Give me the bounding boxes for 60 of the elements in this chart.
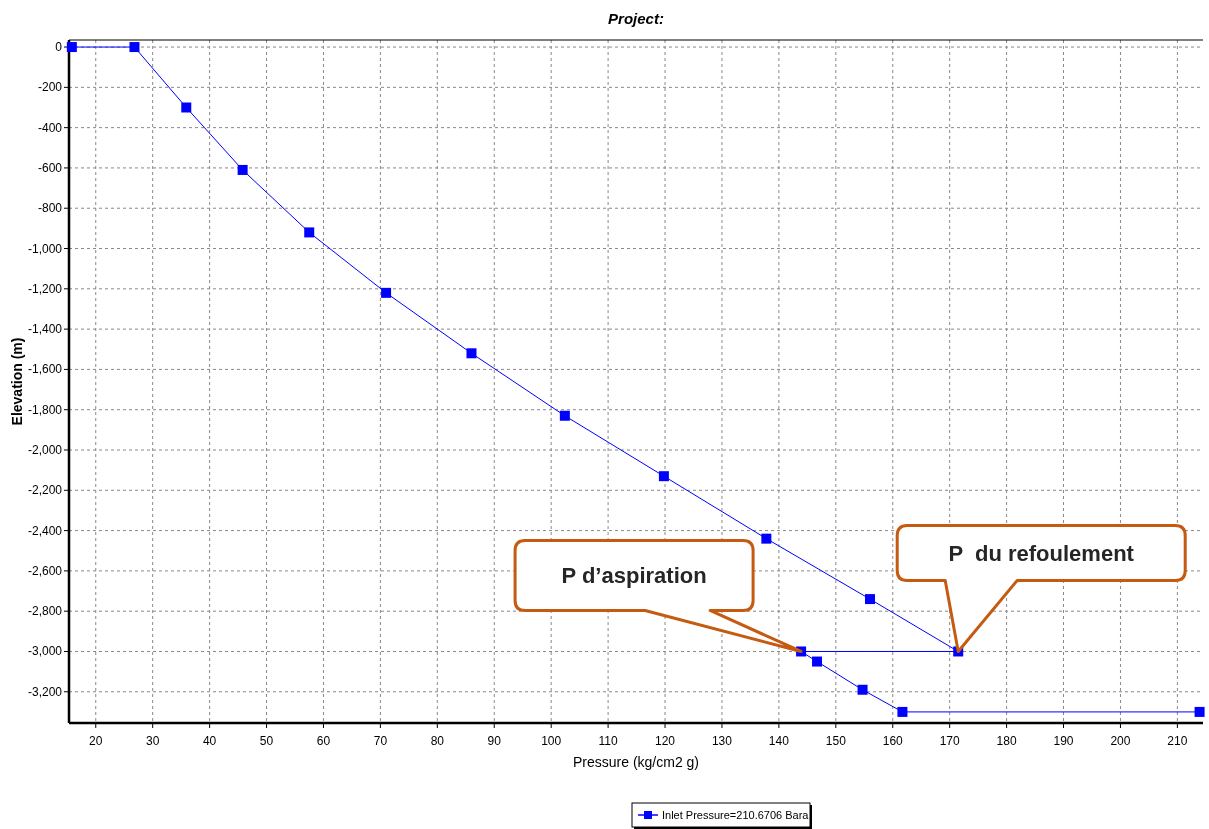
x-tick-label: 110 — [598, 734, 618, 748]
y-tick-label: -600 — [37, 160, 63, 175]
x-tick-label: 100 — [541, 734, 562, 748]
point — [381, 287, 392, 298]
y-tick-label: -2,400 — [27, 523, 63, 538]
point — [897, 706, 908, 717]
x-axis-title: Pressure (kg/cm2 g) — [572, 754, 700, 770]
point — [864, 594, 875, 605]
x-tick-label: 40 — [202, 734, 217, 748]
y-tick-label: -3,000 — [27, 644, 63, 659]
callout-arrow: P d’aspiration — [513, 539, 803, 653]
x-tick-label: 170 — [939, 734, 960, 748]
point — [658, 471, 669, 482]
annotation: P du refoulement — [948, 540, 1135, 566]
y-tick-label: -800 — [37, 201, 63, 216]
x-tick-label: 130 — [711, 734, 733, 748]
point — [304, 227, 315, 238]
x-tick-label: 50 — [259, 734, 274, 748]
x-tick-label: 160 — [882, 734, 904, 748]
y-tick-label: -400 — [37, 120, 63, 135]
x-tick-label: 180 — [996, 734, 1017, 748]
point — [857, 684, 868, 695]
point — [812, 656, 823, 667]
x-tick-label: 20 — [89, 734, 103, 748]
x-tick-label: 210 — [1167, 734, 1188, 748]
annotation: P d’aspiration — [561, 563, 707, 589]
y-tick-label: -2,600 — [27, 563, 63, 578]
point — [237, 164, 248, 175]
y-tick-label: -1,600 — [27, 362, 63, 377]
y-tick-label: -1,800 — [27, 402, 63, 417]
y-tick-label: -1,000 — [27, 241, 63, 256]
y-tick-label: 0 — [55, 40, 63, 55]
y-tick-label: -2,800 — [27, 604, 63, 619]
y-tick-label: -1,400 — [27, 322, 63, 337]
point — [66, 42, 77, 53]
x-tick-label: 190 — [1053, 734, 1074, 748]
callout-arrow: P du refoulement — [895, 524, 1187, 653]
y-tick-label: -200 — [37, 80, 63, 95]
x-tick-label: 140 — [768, 734, 790, 748]
x-tick-label: 90 — [487, 734, 502, 748]
x-tick-label: 80 — [430, 734, 445, 748]
x-tick-label: 60 — [316, 734, 331, 748]
y-tick-label: -2,000 — [27, 443, 63, 457]
point — [559, 410, 570, 421]
x-tick-label: 30 — [146, 734, 160, 748]
point — [129, 42, 140, 53]
x-tick-label: 70 — [373, 734, 388, 748]
x-tick-label: 120 — [655, 734, 676, 748]
point — [761, 533, 772, 544]
point — [466, 348, 477, 359]
y-tick-label: -3,200 — [27, 684, 63, 699]
chart-title: Project: — [608, 10, 664, 27]
y-axis-title: Elevation (m) — [9, 337, 25, 426]
legend-label: Inlet Pressure=210.6706 Bara — [662, 809, 810, 821]
point — [1194, 706, 1205, 717]
x-tick-label: 200 — [1110, 734, 1131, 748]
y-tick-label: -2,200 — [27, 483, 63, 498]
y-tick-label: -1,200 — [27, 281, 63, 296]
point — [181, 102, 192, 113]
x-tick-label: 150 — [825, 734, 847, 748]
